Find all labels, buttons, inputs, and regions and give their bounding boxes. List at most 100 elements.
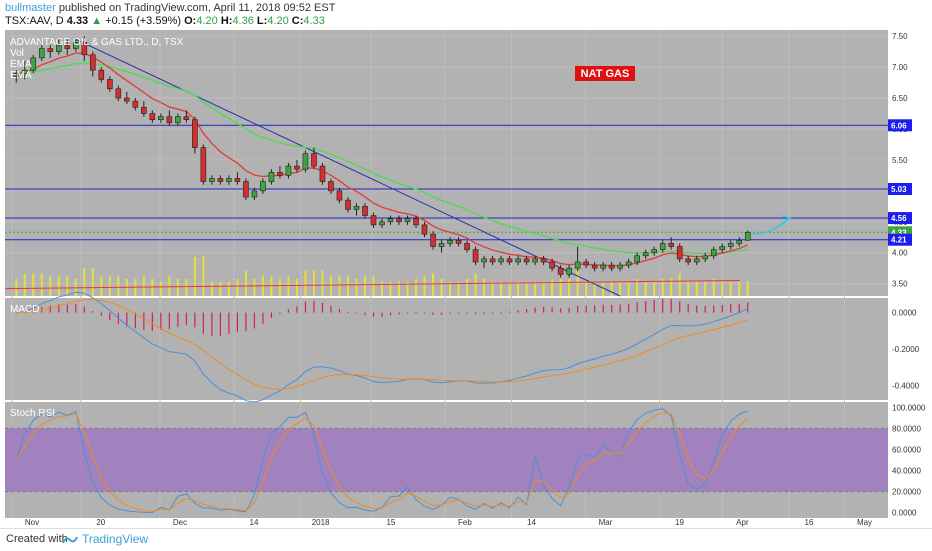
volume-bar <box>227 281 230 296</box>
annotation-box <box>575 66 635 81</box>
publisher-link[interactable]: bullmaster <box>5 2 56 14</box>
volume-bar <box>508 281 511 296</box>
candle-body <box>268 171 275 182</box>
volume-bar <box>49 276 52 296</box>
candle-body <box>353 206 360 210</box>
volume-bar <box>176 279 179 296</box>
candle-body <box>532 258 538 263</box>
time-tick-label: May <box>857 518 872 527</box>
publish-info: bullmaster published on TradingView.com,… <box>5 2 335 14</box>
volume-bar <box>559 279 562 296</box>
candle-body <box>430 233 436 247</box>
candle-body <box>549 261 555 269</box>
macd-line <box>16 291 748 403</box>
macd-histogram-bar <box>585 305 587 313</box>
macd-histogram-bar <box>619 304 621 313</box>
chart-canvas[interactable]: 7.507.006.506.005.505.004.504.003.50Nov2… <box>0 30 932 528</box>
candle-body <box>600 264 606 269</box>
candle-body <box>540 258 547 263</box>
time-tick-label: 16 <box>805 518 814 527</box>
volume-bar <box>678 273 681 296</box>
candle-body <box>98 69 105 80</box>
macd-histogram-bar <box>83 306 85 313</box>
candle-body <box>107 79 113 90</box>
macd-histogram-bar <box>474 312 477 315</box>
candle-body <box>642 252 649 257</box>
volume-bar <box>415 279 418 296</box>
macd-tick-label: -0.4000 <box>892 381 920 390</box>
macd-histogram-bar <box>338 308 341 313</box>
volume-bar <box>278 279 281 296</box>
volume-bar <box>253 279 256 296</box>
volume-bar <box>168 276 171 296</box>
volume-ma-line <box>4 280 741 290</box>
macd-histogram-bar <box>611 304 613 313</box>
macd-histogram-bar <box>525 309 528 313</box>
volume-bar <box>100 276 103 296</box>
macd-histogram-bar <box>457 312 460 314</box>
macd-histogram-bar <box>92 311 94 313</box>
candle-body <box>387 218 394 223</box>
forecast-arrow-head <box>780 214 792 226</box>
volume-bar <box>542 281 545 296</box>
macd-histogram-bar <box>194 312 196 328</box>
macd-histogram-bar <box>287 309 290 313</box>
volume-bar <box>83 268 86 296</box>
candle-body <box>336 190 343 201</box>
candle-body <box>736 240 743 244</box>
macd-histogram-bar <box>253 312 256 329</box>
open-value: 4.20 <box>196 15 218 27</box>
macd-histogram-bar <box>670 298 672 313</box>
macd-histogram-bar <box>185 312 187 325</box>
volume-bar <box>185 279 188 296</box>
signal-line <box>16 298 748 390</box>
candle-body <box>421 224 428 235</box>
macd-histogram-bar <box>517 309 519 313</box>
candle-body <box>583 261 589 266</box>
candle-body <box>489 258 496 263</box>
candle-body <box>166 116 173 124</box>
candle-body <box>693 258 700 263</box>
macd-pane <box>5 298 888 400</box>
nat-gas-annotation: NAT GAS <box>581 68 630 80</box>
volume-bar <box>346 276 349 296</box>
candle-body <box>447 240 453 244</box>
macd-histogram-bar <box>313 300 315 313</box>
macd-histogram-bar <box>577 306 579 313</box>
candle-body <box>149 113 156 120</box>
tradingview-brand-label: TradingView <box>82 532 149 546</box>
candle-body <box>651 249 657 253</box>
volume-bar <box>432 273 435 296</box>
macd-histogram-bar <box>330 305 332 313</box>
candle-body <box>183 116 190 120</box>
macd-histogram-bar <box>491 312 494 314</box>
macd-tick-label: 0.0000 <box>892 309 917 318</box>
tradingview-brand[interactable]: TradingView <box>62 532 148 546</box>
ema-fast-line <box>16 52 749 267</box>
volume-bar <box>610 281 613 296</box>
macd-histogram-bar <box>704 305 706 313</box>
volume-bar <box>500 281 503 296</box>
volume-bar <box>670 279 673 296</box>
macd-histogram-bar <box>49 305 51 313</box>
candle-body <box>38 48 45 59</box>
candle-body <box>90 54 96 71</box>
volume-bar <box>287 276 290 296</box>
candle-body <box>362 206 368 216</box>
price-change: +0.15 (+3.59%) <box>105 15 182 27</box>
volume-bar <box>738 281 741 296</box>
candle-body <box>404 218 411 223</box>
candle-body <box>226 178 232 182</box>
candle-body <box>498 258 504 263</box>
candle-body <box>710 249 717 257</box>
volume-bar <box>338 276 341 296</box>
price-pane <box>5 30 888 296</box>
volume-bar <box>712 279 715 296</box>
volume-bar <box>32 273 35 296</box>
tradingview-logo-icon <box>62 536 78 544</box>
macd-histogram-bar <box>355 312 358 314</box>
price-tick-label: 6.50 <box>892 94 908 103</box>
macd-histogram-bar <box>245 312 247 332</box>
volume-bar <box>474 273 477 296</box>
candle-body <box>566 267 572 275</box>
